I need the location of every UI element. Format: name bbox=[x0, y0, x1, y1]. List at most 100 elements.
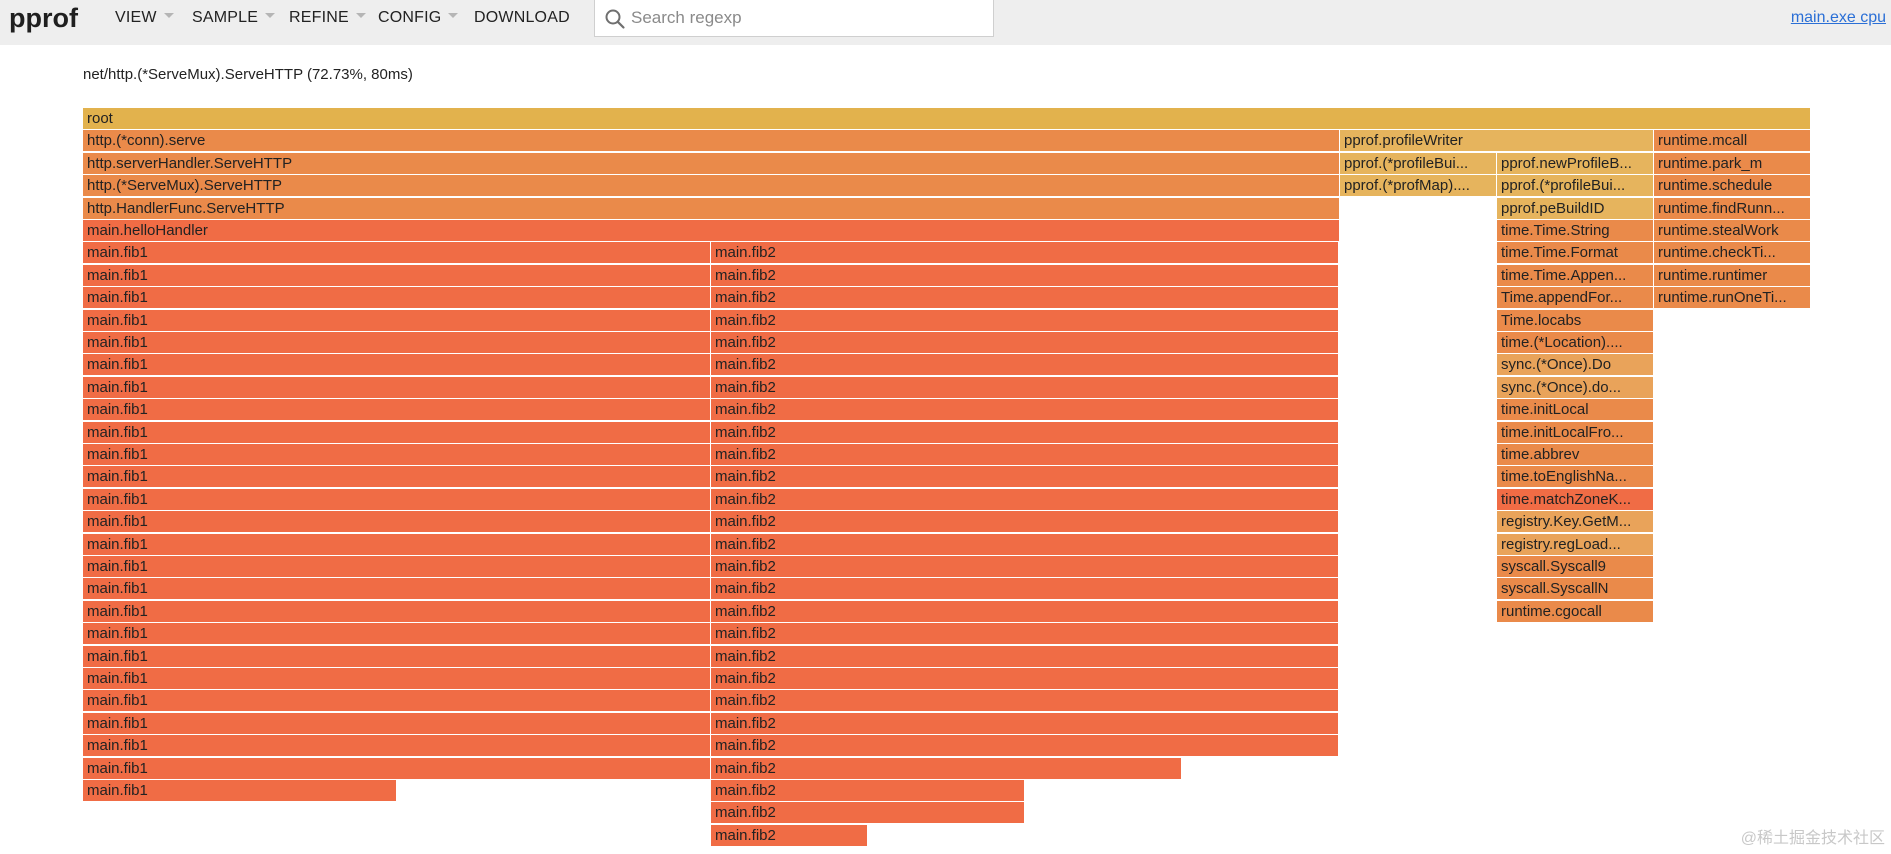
flame-node[interactable]: main.fib1 bbox=[83, 735, 710, 756]
flame-node[interactable]: runtime.runOneTi... bbox=[1654, 287, 1810, 308]
flame-node[interactable]: main.fib2 bbox=[711, 713, 1338, 734]
flame-node[interactable]: main.fib1 bbox=[83, 780, 396, 801]
flame-node[interactable]: main.fib2 bbox=[711, 825, 867, 846]
flame-node[interactable]: main.fib1 bbox=[83, 601, 710, 622]
flame-node[interactable]: sync.(*Once).do... bbox=[1497, 377, 1653, 398]
flame-node[interactable]: main.fib2 bbox=[711, 578, 1338, 599]
flame-node[interactable]: syscall.Syscall9 bbox=[1497, 556, 1653, 577]
flame-node[interactable]: time.matchZoneK... bbox=[1497, 489, 1653, 510]
flame-node[interactable]: main.fib1 bbox=[83, 377, 710, 398]
flame-node[interactable]: main.fib2 bbox=[711, 489, 1338, 510]
flame-node[interactable]: http.(*conn).serve bbox=[83, 130, 1339, 151]
menu-config[interactable]: CONFIG bbox=[378, 0, 459, 36]
flame-node[interactable]: main.fib2 bbox=[711, 556, 1338, 577]
flame-node[interactable]: main.fib1 bbox=[83, 646, 710, 667]
flame-node[interactable]: main.fib1 bbox=[83, 354, 710, 375]
flame-node[interactable]: main.fib2 bbox=[711, 646, 1338, 667]
flame-node[interactable]: pprof.profileWriter bbox=[1340, 130, 1653, 151]
menu-sample[interactable]: SAMPLE bbox=[192, 0, 276, 36]
flame-node[interactable]: main.fib1 bbox=[83, 534, 710, 555]
flame-node[interactable]: time.Time.String bbox=[1497, 220, 1653, 241]
flame-node[interactable]: main.fib2 bbox=[711, 466, 1338, 487]
search-box[interactable] bbox=[594, 0, 994, 37]
flame-node[interactable]: main.fib2 bbox=[711, 601, 1338, 622]
flame-node[interactable]: main.fib1 bbox=[83, 511, 710, 532]
flame-node[interactable]: main.fib1 bbox=[83, 578, 710, 599]
menu-view[interactable]: VIEW bbox=[115, 0, 174, 36]
flame-node[interactable]: main.fib1 bbox=[83, 399, 710, 420]
flame-node[interactable]: main.fib1 bbox=[83, 489, 710, 510]
flame-node[interactable]: main.fib2 bbox=[711, 758, 1181, 779]
flame-node[interactable]: main.fib1 bbox=[83, 310, 710, 331]
flame-node[interactable]: Time.appendFor... bbox=[1497, 287, 1653, 308]
flame-node[interactable]: pprof.peBuildID bbox=[1497, 198, 1653, 219]
profile-link[interactable]: main.exe cpu bbox=[1790, 9, 1886, 26]
flame-node[interactable]: main.fib1 bbox=[83, 422, 710, 443]
flame-node[interactable]: runtime.checkTi... bbox=[1654, 242, 1810, 263]
flame-node[interactable]: main.fib2 bbox=[711, 802, 1024, 823]
flame-node[interactable]: time.Time.Format bbox=[1497, 242, 1653, 263]
flame-node[interactable]: runtime.stealWork bbox=[1654, 220, 1810, 241]
flame-node[interactable]: main.fib1 bbox=[83, 623, 710, 644]
menu-refine[interactable]: REFINE bbox=[289, 0, 366, 36]
flame-node[interactable]: main.fib1 bbox=[83, 332, 710, 353]
flame-node[interactable]: time.initLocalFro... bbox=[1497, 422, 1653, 443]
flame-node[interactable]: main.fib2 bbox=[711, 354, 1338, 375]
flame-node[interactable]: main.fib1 bbox=[83, 713, 710, 734]
search-input[interactable] bbox=[631, 4, 986, 32]
flame-node[interactable]: main.fib1 bbox=[83, 668, 710, 689]
flame-node[interactable]: runtime.mcall bbox=[1654, 130, 1810, 151]
flame-node[interactable]: main.fib2 bbox=[711, 377, 1338, 398]
flame-node[interactable]: runtime.runtimer bbox=[1654, 265, 1810, 286]
flame-node[interactable]: main.fib2 bbox=[711, 623, 1338, 644]
chevron-down-icon bbox=[355, 13, 366, 19]
flame-node[interactable]: runtime.schedule bbox=[1654, 175, 1810, 196]
flame-node[interactable]: http.(*ServeMux).ServeHTTP bbox=[83, 175, 1339, 196]
flame-node[interactable]: Time.locabs bbox=[1497, 310, 1653, 331]
flame-node[interactable]: main.fib1 bbox=[83, 444, 710, 465]
flame-node[interactable]: main.fib1 bbox=[83, 265, 710, 286]
flame-node[interactable]: sync.(*Once).Do bbox=[1497, 354, 1653, 375]
flame-node[interactable]: main.fib2 bbox=[711, 780, 1024, 801]
flame-node[interactable]: time.abbrev bbox=[1497, 444, 1653, 465]
flame-node[interactable]: main.fib2 bbox=[711, 287, 1338, 308]
flame-node[interactable]: pprof.(*profileBui... bbox=[1340, 153, 1496, 174]
flame-node[interactable]: main.fib1 bbox=[83, 556, 710, 577]
flame-node[interactable]: http.serverHandler.ServeHTTP bbox=[83, 153, 1339, 174]
flame-node[interactable]: main.fib2 bbox=[711, 422, 1338, 443]
flame-node[interactable]: http.HandlerFunc.ServeHTTP bbox=[83, 198, 1339, 219]
flame-node[interactable]: main.fib2 bbox=[711, 242, 1338, 263]
flame-node[interactable]: main.fib2 bbox=[711, 534, 1338, 555]
flame-node[interactable]: main.fib1 bbox=[83, 466, 710, 487]
flame-node[interactable]: main.helloHandler bbox=[83, 220, 1339, 241]
flame-node[interactable]: registry.regLoad... bbox=[1497, 534, 1653, 555]
flame-node[interactable]: main.fib2 bbox=[711, 399, 1338, 420]
flame-node[interactable]: main.fib2 bbox=[711, 690, 1338, 711]
flame-node[interactable]: main.fib2 bbox=[711, 668, 1338, 689]
flame-node[interactable]: time.initLocal bbox=[1497, 399, 1653, 420]
flame-node[interactable]: pprof.(*profileBui... bbox=[1497, 175, 1653, 196]
flame-node[interactable]: main.fib1 bbox=[83, 287, 710, 308]
flame-node[interactable]: time.Time.Appen... bbox=[1497, 265, 1653, 286]
flame-node[interactable]: main.fib2 bbox=[711, 444, 1338, 465]
flame-node[interactable]: pprof.newProfileB... bbox=[1497, 153, 1653, 174]
flame-node[interactable]: registry.Key.GetM... bbox=[1497, 511, 1653, 532]
flame-node[interactable]: pprof.(*profMap).... bbox=[1340, 175, 1496, 196]
flame-node[interactable]: runtime.cgocall bbox=[1497, 601, 1653, 622]
flame-node[interactable]: main.fib1 bbox=[83, 758, 710, 779]
flame-node[interactable]: time.(*Location).... bbox=[1497, 332, 1653, 353]
flame-node[interactable]: runtime.findRunn... bbox=[1654, 198, 1810, 219]
flame-node[interactable]: time.toEnglishNa... bbox=[1497, 466, 1653, 487]
flame-node[interactable]: main.fib2 bbox=[711, 310, 1338, 331]
flame-node[interactable]: main.fib2 bbox=[711, 511, 1338, 532]
flame-node[interactable]: main.fib2 bbox=[711, 735, 1338, 756]
flame-node[interactable]: syscall.SyscallN bbox=[1497, 578, 1653, 599]
flame-node[interactable]: main.fib1 bbox=[83, 242, 710, 263]
flame-node[interactable]: main.fib2 bbox=[711, 265, 1338, 286]
menu-download[interactable]: DOWNLOAD bbox=[474, 0, 570, 36]
flame-node[interactable]: runtime.park_m bbox=[1654, 153, 1810, 174]
flame-node[interactable]: main.fib2 bbox=[711, 332, 1338, 353]
flame-node[interactable]: main.fib1 bbox=[83, 690, 710, 711]
flame-node[interactable]: root bbox=[83, 108, 1810, 129]
pprof-logo[interactable]: pprof bbox=[9, 3, 78, 33]
